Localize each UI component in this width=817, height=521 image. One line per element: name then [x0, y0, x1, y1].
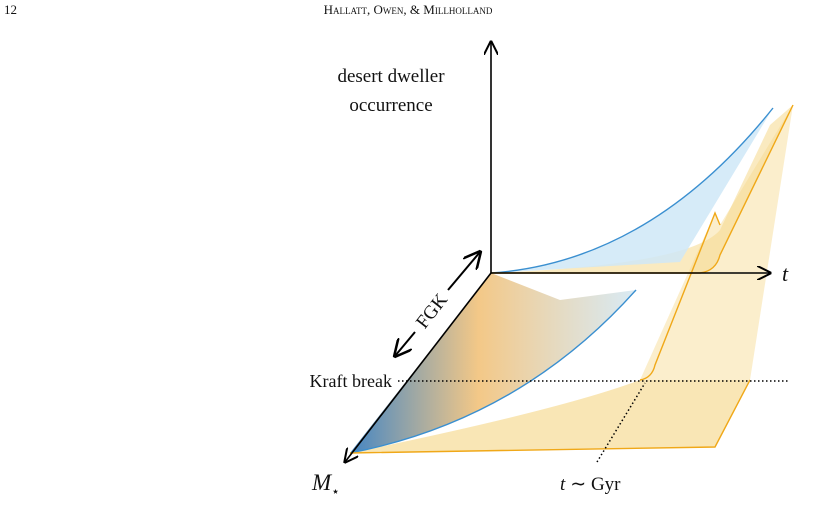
fgk-arrow	[395, 331, 416, 356]
gyr-var: t	[560, 474, 566, 495]
t-axis-label: t	[782, 261, 789, 286]
y-axis-label: occurrence	[349, 95, 432, 116]
kraft-label: Kraft break	[310, 371, 392, 391]
blue-curve	[490, 107, 774, 274]
y-axis-label: desert dweller	[337, 66, 445, 87]
page-number: 12	[4, 2, 17, 17]
yellow-surface	[640, 105, 793, 380]
blue-surface	[491, 108, 773, 273]
gyr-label: t ∼ Gyr	[560, 474, 621, 495]
yellow-edge	[349, 379, 751, 454]
gradient-surface	[350, 273, 636, 453]
yellow-curve	[639, 211, 721, 381]
m-axis	[345, 272, 492, 462]
fgk-label: FGK	[412, 290, 452, 333]
gyr-rest: ∼ Gyr	[570, 474, 621, 495]
figure: FGK desert dweller occurrence t Kraft br…	[310, 42, 794, 500]
m-axis-label: M⋆	[311, 470, 340, 500]
yellow-plane	[350, 380, 750, 453]
fgk-arrow	[447, 252, 480, 291]
m-subscript: ⋆	[331, 485, 340, 500]
blue-curve	[349, 289, 637, 454]
gyr-line	[596, 382, 646, 463]
running-header: Hallatt, Owen, & Millholland	[324, 2, 493, 17]
m-symbol: M	[311, 470, 333, 495]
